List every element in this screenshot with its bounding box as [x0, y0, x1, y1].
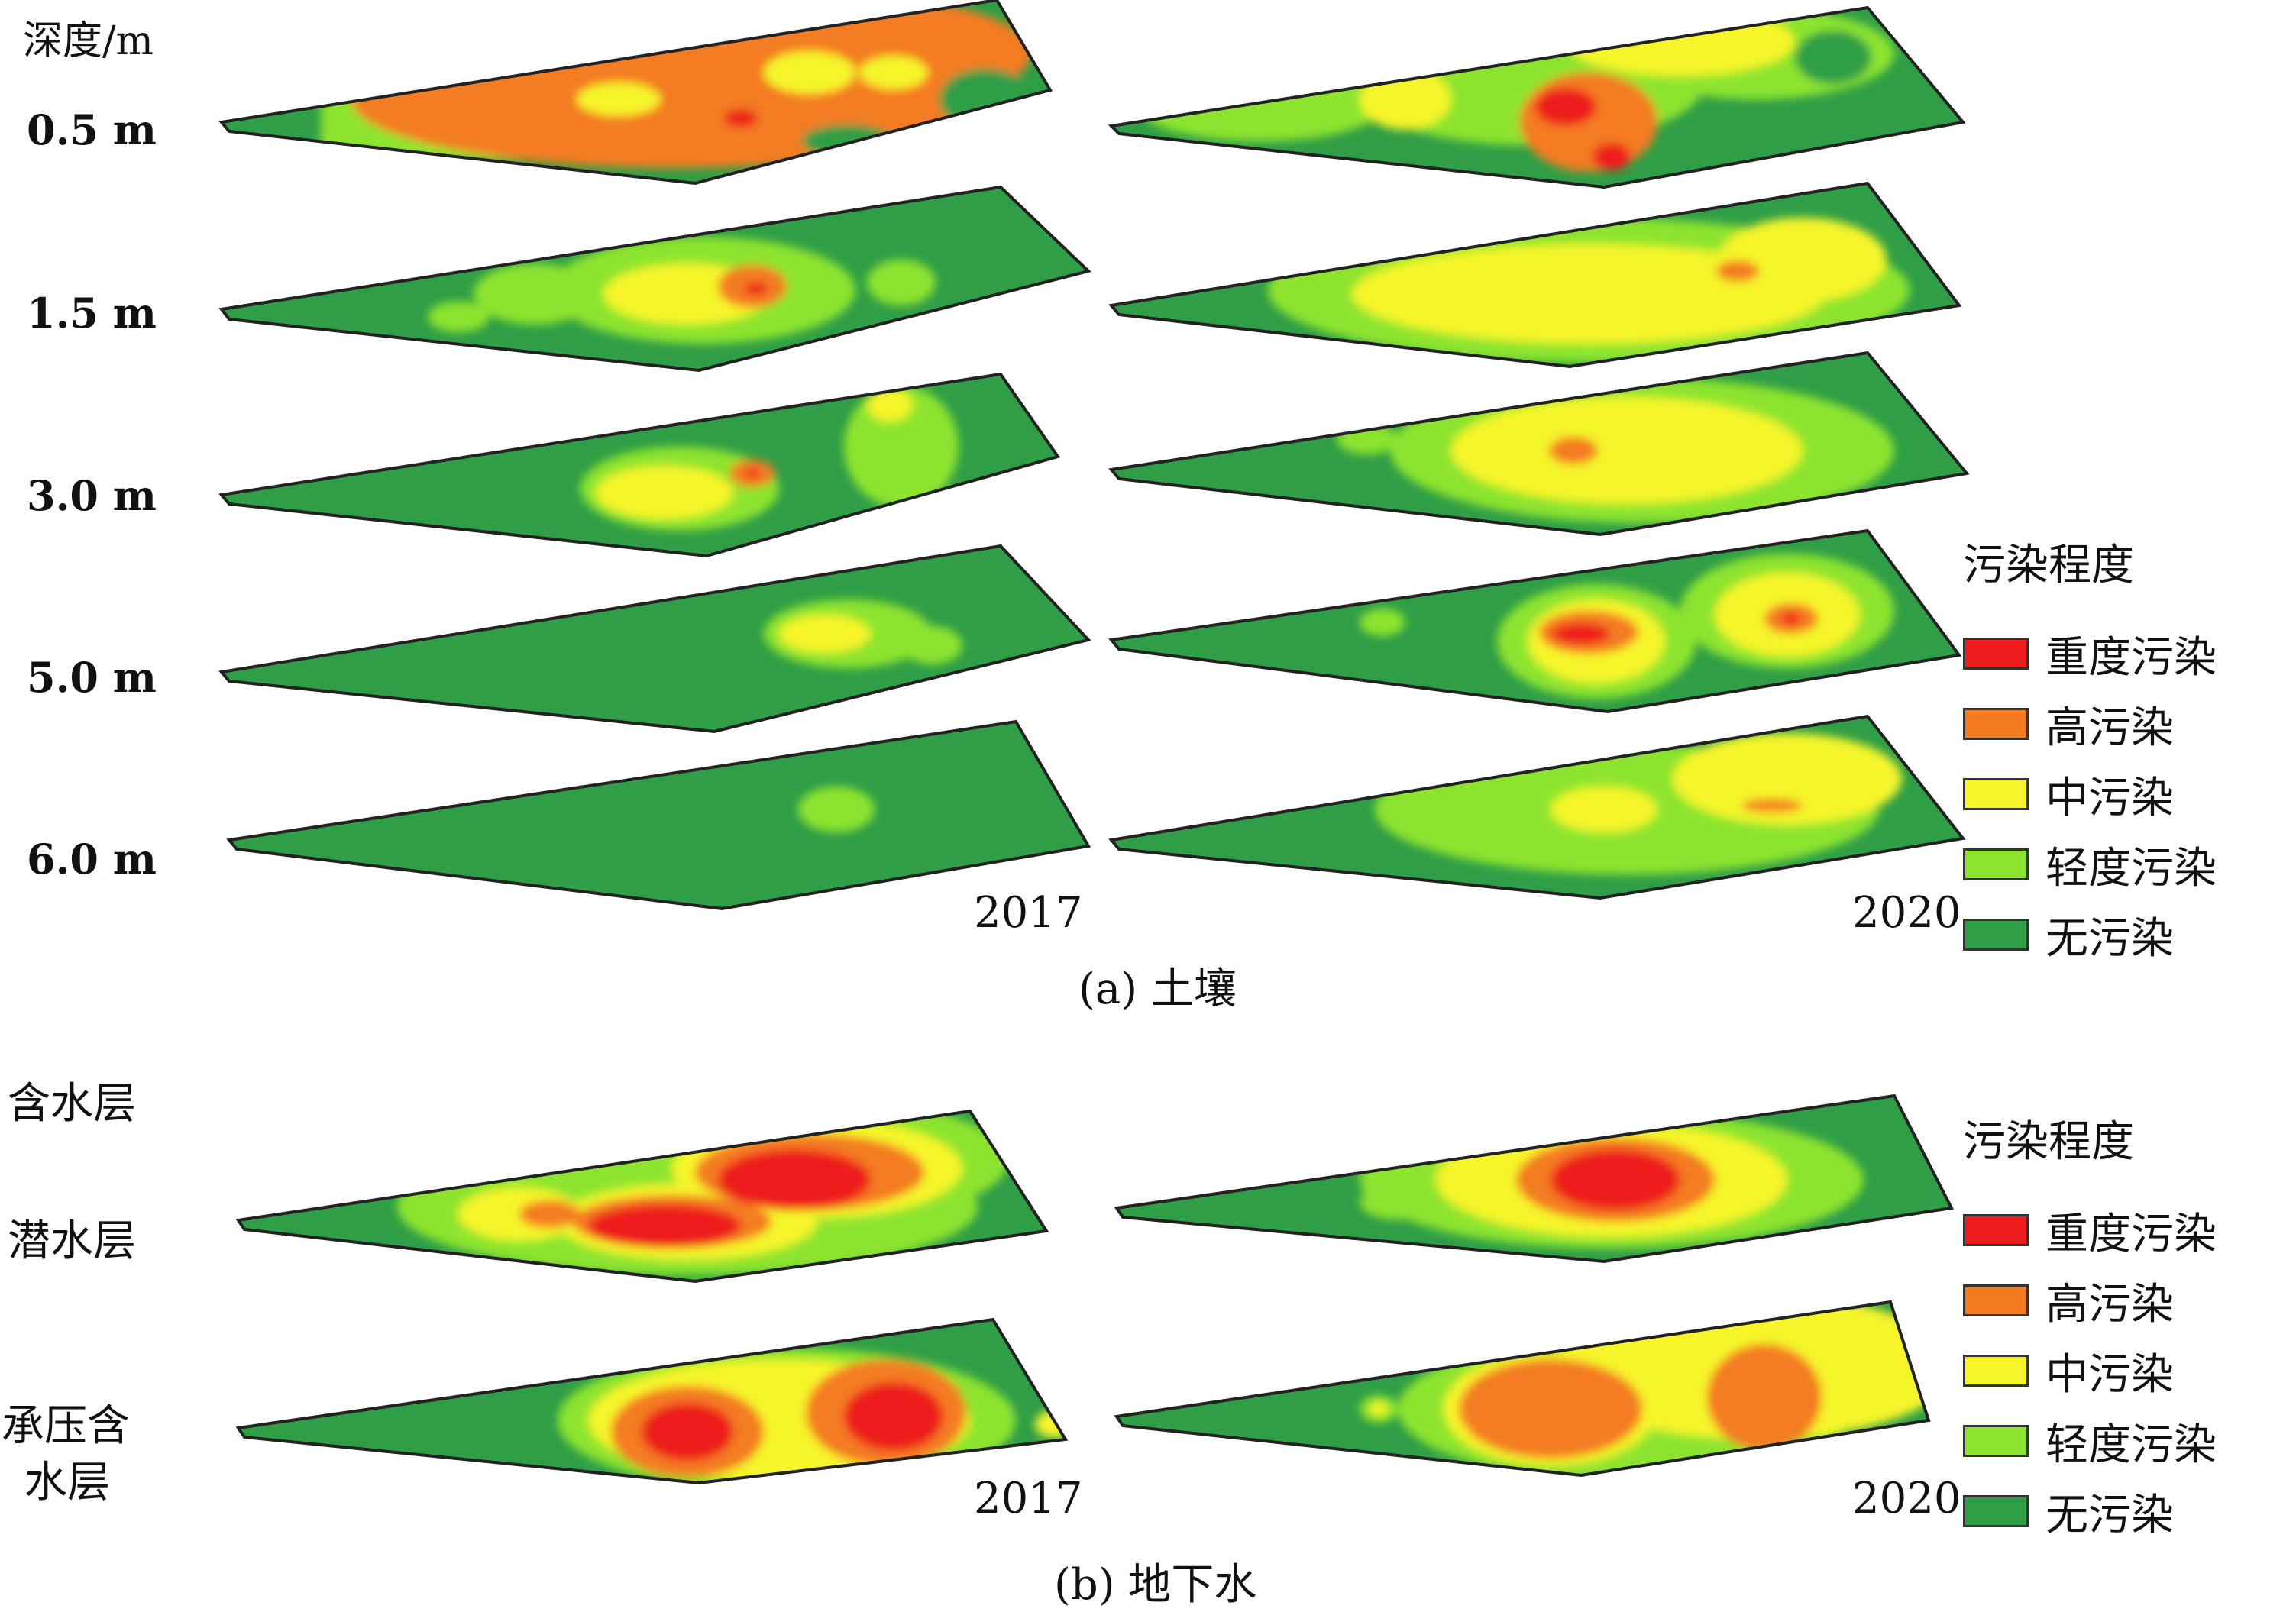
legend-soil: 污染程度 重度污染 高污染 中污染 轻度污染 无污染	[1963, 531, 2217, 970]
legend-title: 污染程度	[1963, 1117, 2134, 1167]
legend-label: 高污染	[2045, 1279, 2174, 1329]
aquifer-label-confined-line1: 承压含	[2, 1401, 130, 1451]
legend-swatch-high	[1963, 1284, 2029, 1316]
legend-swatch-medium	[1963, 778, 2029, 810]
legend-item: 无污染	[1963, 1476, 2217, 1546]
soil-2020-3.0m-map	[1108, 351, 1970, 537]
depth-label-3: 5.0 m	[27, 653, 157, 702]
aquifer-header: 含水层	[8, 1079, 136, 1129]
legend-label: 轻度污染	[2045, 1420, 2217, 1470]
soil-2020-6.0m-map	[1108, 714, 1966, 900]
legend-label: 轻度污染	[2045, 843, 2217, 893]
legend-title: 污染程度	[1963, 541, 2134, 590]
legend-item: 重度污染	[1963, 1195, 2217, 1265]
legend-swatch-light	[1963, 1425, 2029, 1457]
aquifer-label-confined-line2: 水层	[24, 1458, 110, 1507]
soil-2017-6.0m-map	[226, 719, 1091, 911]
legend-label: 无污染	[2045, 1490, 2174, 1540]
legend-item: 轻度污染	[1963, 1406, 2217, 1476]
depth-label-0: 0.5 m	[27, 105, 157, 154]
legend-item: 高污染	[1963, 689, 2217, 759]
legend-swatch-light	[1963, 848, 2029, 880]
groundwater-2020-confined-map	[1114, 1300, 1931, 1478]
legend-label: 高污染	[2045, 703, 2174, 753]
soil-2020-1.5m-map	[1108, 181, 1962, 369]
legend-swatch-severe	[1963, 638, 2029, 670]
aquifer-label-phreatic: 潜水层	[8, 1216, 136, 1266]
soil-year-right: 2020	[1852, 888, 1961, 938]
depth-label-1: 1.5 m	[27, 289, 157, 338]
soil-2017-3.0m-map	[218, 372, 1061, 558]
soil-2020-0.5m-map	[1108, 5, 1966, 189]
groundwater-caption: (b) 地下水	[1054, 1560, 1257, 1610]
legend-item: 高污染	[1963, 1265, 2217, 1336]
legend-swatch-none	[1963, 919, 2029, 951]
depth-label-4: 6.0 m	[27, 835, 157, 884]
groundwater-2017-phreatic-map	[235, 1109, 1049, 1284]
legend-label: 重度污染	[2045, 632, 2217, 683]
depth-header: 深度/m	[23, 18, 154, 64]
legend-swatch-none	[1963, 1495, 2029, 1527]
legend-swatch-medium	[1963, 1355, 2029, 1387]
soil-caption: (a) 土壤	[1078, 964, 1237, 1014]
legend-item: 中污染	[1963, 1336, 2217, 1406]
legend-item: 轻度污染	[1963, 829, 2217, 900]
soil-2017-5.0m-map	[218, 544, 1091, 734]
legend-label: 中污染	[2045, 773, 2174, 823]
groundwater-year-left: 2017	[974, 1474, 1083, 1523]
soil-year-left: 2017	[974, 888, 1083, 938]
legend-label: 中污染	[2045, 1349, 2174, 1400]
legend-label: 无污染	[2045, 913, 2174, 964]
soil-2017-1.5m-map	[218, 185, 1091, 373]
legend-item: 中污染	[1963, 759, 2217, 829]
legend-item: 无污染	[1963, 900, 2217, 970]
soil-2020-5.0m-map	[1108, 528, 1962, 714]
legend-groundwater: 污染程度 重度污染 高污染 中污染 轻度污染 无污染	[1963, 1107, 2217, 1546]
soil-2017-0.5m-map	[218, 0, 1053, 186]
legend-swatch-severe	[1963, 1214, 2029, 1246]
groundwater-year-right: 2020	[1852, 1474, 1961, 1523]
legend-swatch-high	[1963, 708, 2029, 740]
legend-item: 重度污染	[1963, 619, 2217, 689]
legend-label: 重度污染	[2045, 1209, 2217, 1259]
groundwater-2020-phreatic-map	[1114, 1094, 1955, 1264]
depth-label-2: 3.0 m	[27, 471, 157, 520]
groundwater-2017-confined-map	[235, 1317, 1069, 1485]
